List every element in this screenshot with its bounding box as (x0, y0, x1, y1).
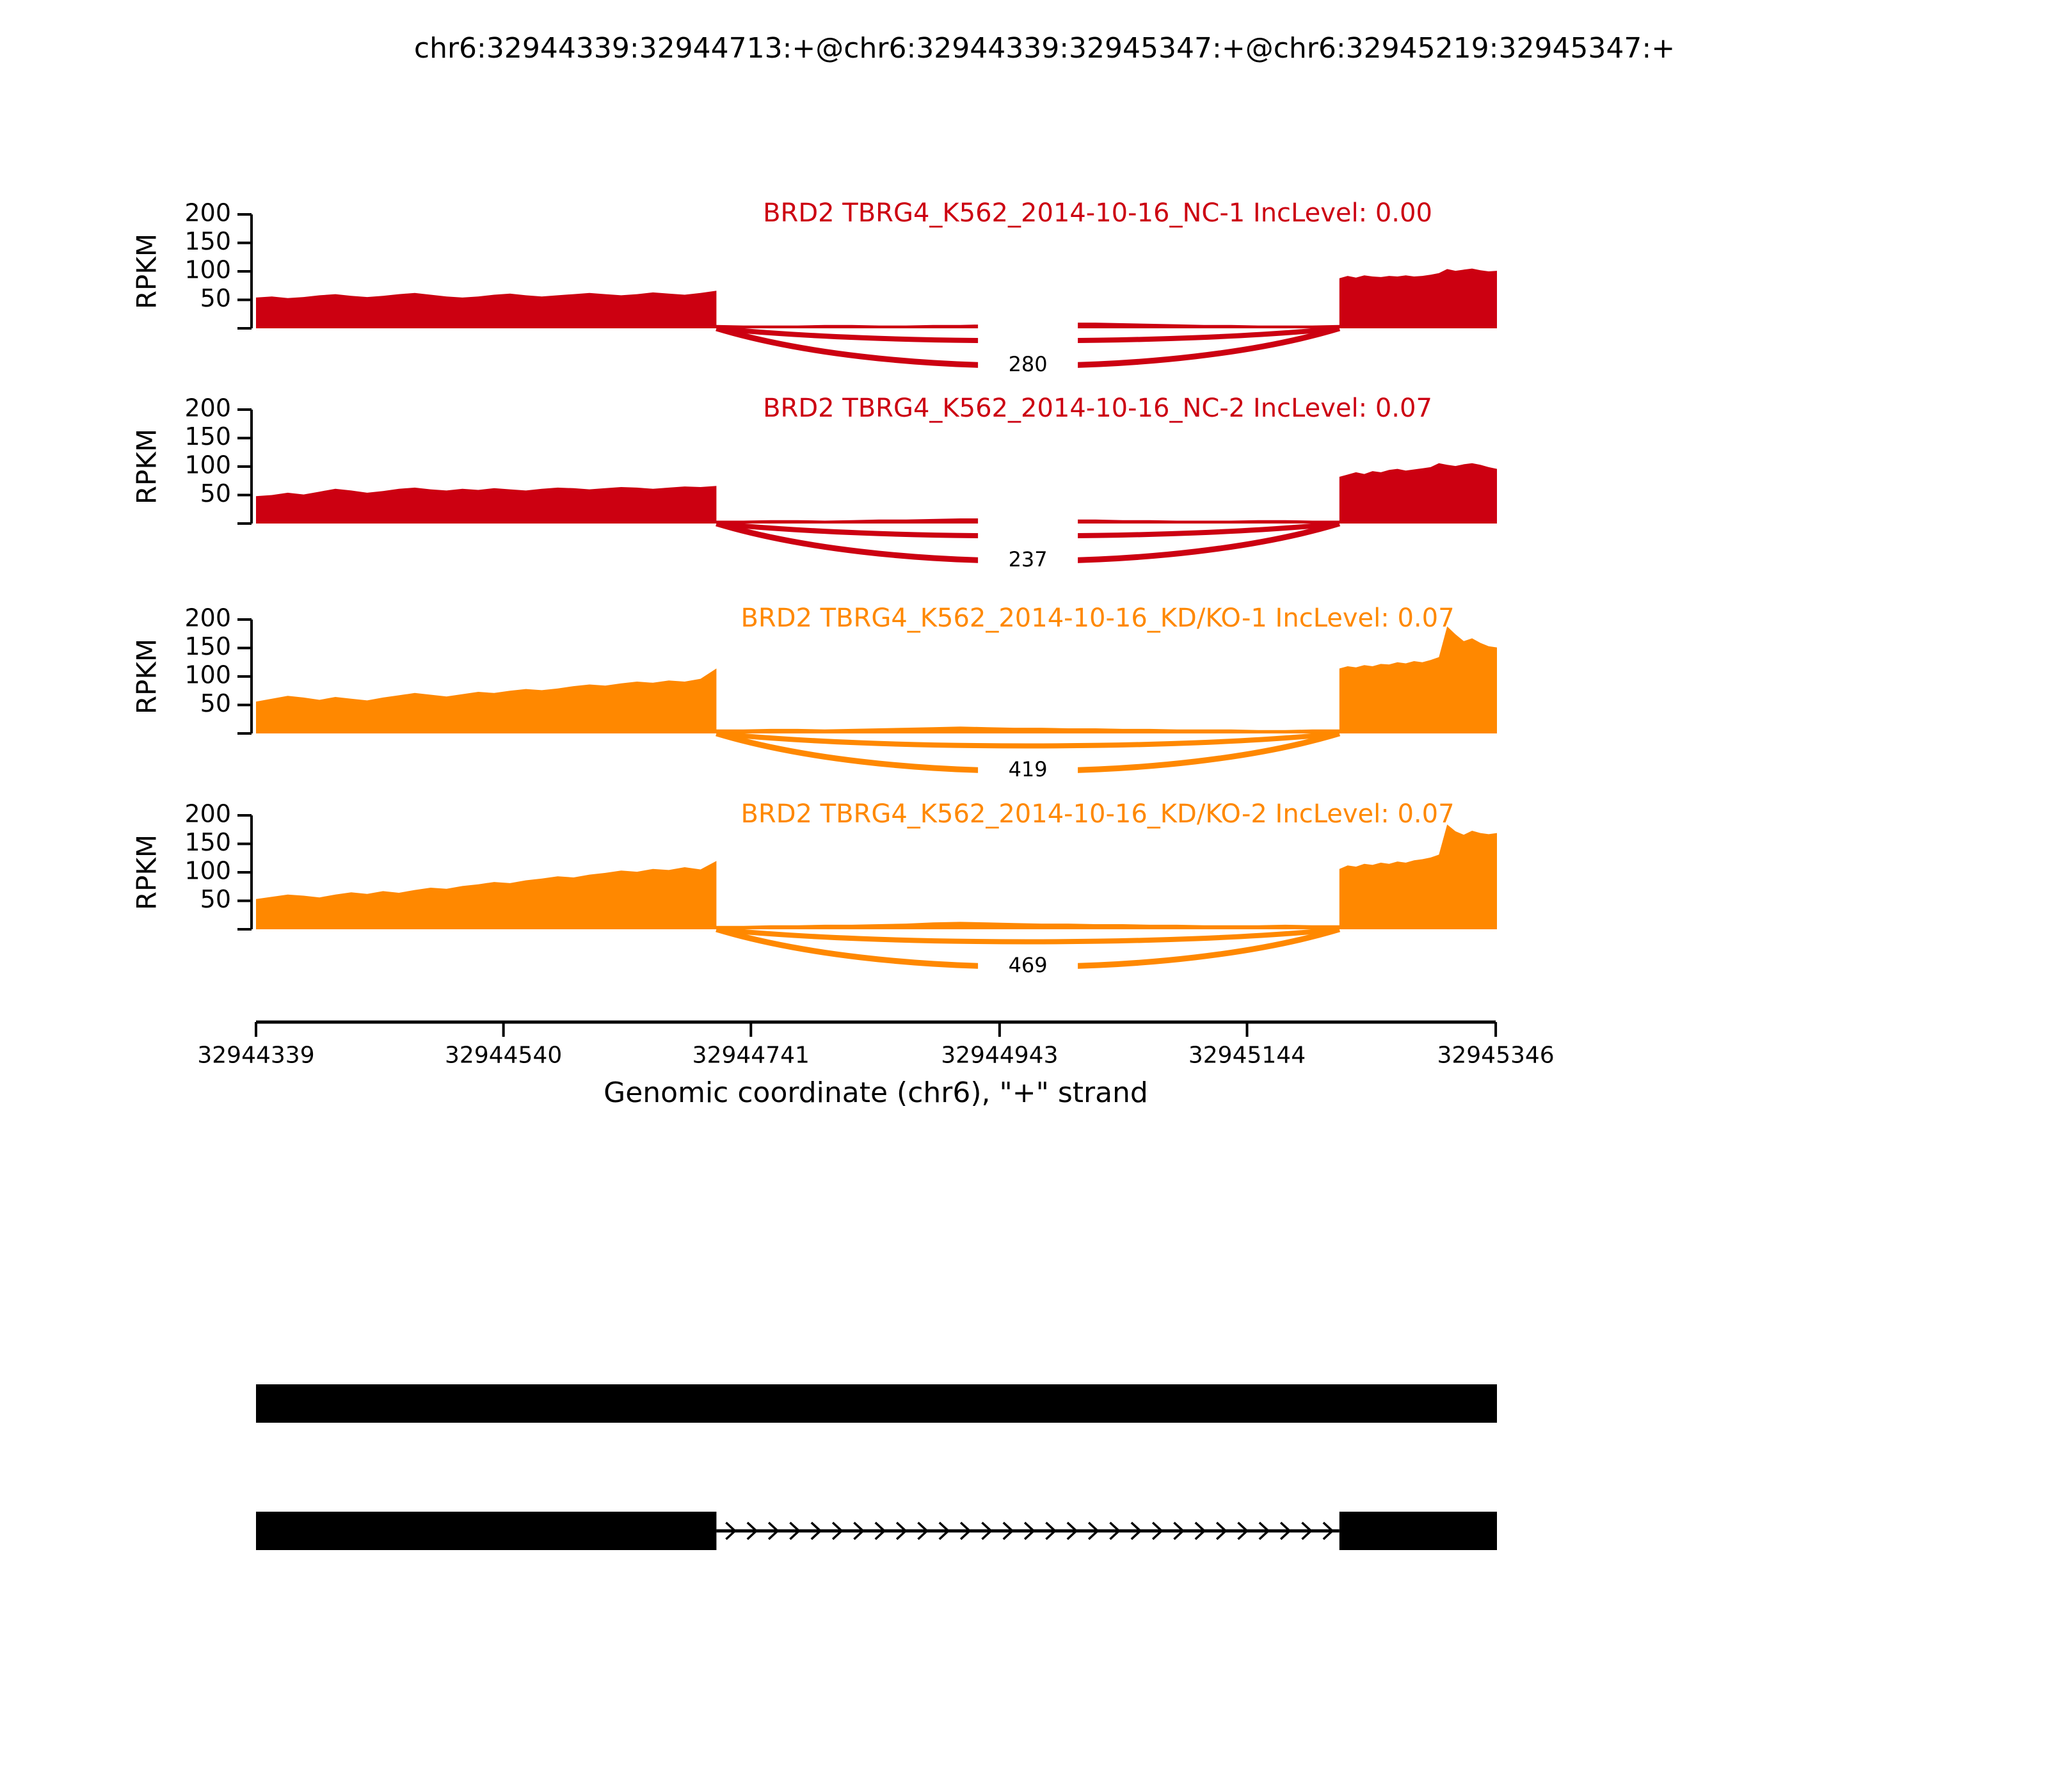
junction-arc-shallow-track-3 (716, 927, 1340, 945)
y-axis-tick-label-track-0: 150 (184, 227, 231, 255)
gene-model-long-isoform-exon-0 (256, 1384, 1497, 1423)
y-axis-tick-label-track-2: 100 (184, 661, 231, 689)
gene-model-strand-arrow (938, 1521, 950, 1540)
x-axis-tick-label-4: 32945144 (1188, 1043, 1306, 1069)
y-axis-title-track-0: RPKM (131, 234, 163, 309)
junction-count-label-track-1: 237 (1009, 547, 1048, 572)
gene-model-strand-arrow (1173, 1521, 1185, 1540)
y-axis-tick-label-track-1: 200 (184, 394, 231, 422)
x-axis-tick-label-2: 32944741 (692, 1043, 810, 1069)
gene-model-strand-arrow (959, 1521, 972, 1540)
gene-model-strand-arrow (1279, 1521, 1292, 1540)
y-axis-title-track-2: RPKM (131, 639, 163, 714)
y-axis-title-track-1: RPKM (131, 429, 163, 504)
track-label-track-1: BRD2 TBRG4_K562_2014-10-16_NC-2 IncLevel… (763, 394, 1432, 423)
y-axis-tick-label-track-1: 100 (184, 451, 231, 479)
track-label-track-3: BRD2 TBRG4_K562_2014-10-16_KD/KO-2 IncLe… (740, 799, 1454, 829)
x-axis-tick-label-3: 32944943 (941, 1043, 1058, 1069)
y-axis-tick-label-track-2: 150 (184, 632, 231, 660)
gene-model-strand-arrow (725, 1521, 737, 1540)
y-axis-tick-label-track-0: 200 (184, 199, 231, 227)
y-axis-tick-label-track-2: 200 (184, 604, 231, 632)
gene-model-strand-arrow (767, 1521, 780, 1540)
gene-model-strand-arrow (1045, 1521, 1057, 1540)
gene-model-strand-arrow (1194, 1521, 1206, 1540)
y-axis-tick-label-track-1: 150 (184, 422, 231, 451)
gene-model-strand-arrow (789, 1521, 801, 1540)
gene-model-short-isoform-exon-0 (256, 1512, 717, 1550)
x-axis-title: Genomic coordinate (chr6), "+" strand (604, 1076, 1148, 1109)
y-axis-tick-label-track-3: 200 (184, 800, 231, 828)
gene-model-short-isoform-exon-1 (1339, 1512, 1497, 1550)
x-axis-tick-label-0: 32944339 (197, 1043, 314, 1069)
junction-arc-shallow-track-2 (716, 731, 1340, 749)
junction-count-label-track-3: 469 (1009, 953, 1048, 977)
gene-model-strand-arrow (874, 1521, 886, 1540)
gene-model-strand-arrow (1130, 1521, 1142, 1540)
gene-model-strand-arrow (1322, 1521, 1334, 1540)
y-axis-tick-label-track-0: 50 (200, 284, 231, 312)
figure-title: chr6:32944339:32944713:+@chr6:32944339:3… (413, 32, 1676, 65)
y-axis-tick-label-track-1: 50 (200, 479, 231, 508)
junction-count-label-track-2: 419 (1009, 757, 1048, 781)
gene-model-strand-arrow (1066, 1521, 1078, 1540)
y-axis-tick-label-track-3: 100 (184, 857, 231, 885)
gene-model-strand-arrow (1087, 1521, 1100, 1540)
gene-model-strand-arrow (1002, 1521, 1014, 1540)
junction-count-gap-track-3 (978, 945, 1078, 982)
x-axis-tick-label-5: 32945346 (1437, 1043, 1554, 1069)
x-axis-tick-label-1: 32944540 (445, 1043, 562, 1069)
junction-count-label-track-0: 280 (1009, 352, 1048, 376)
y-axis-tick-label-track-0: 100 (184, 256, 231, 284)
coverage-area-track-1 (256, 463, 1497, 524)
y-axis-tick-label-track-3: 150 (184, 828, 231, 856)
y-axis-tick-label-track-2: 50 (200, 689, 231, 717)
gene-model-strand-arrow (1258, 1521, 1270, 1540)
gene-model-strand-arrow (1023, 1521, 1036, 1540)
track-label-track-0: BRD2 TBRG4_K562_2014-10-16_NC-1 IncLevel… (763, 198, 1432, 228)
junction-count-gap-track-2 (978, 749, 1078, 786)
gene-model-strand-arrow (981, 1521, 993, 1540)
coverage-area-track-0 (256, 268, 1497, 328)
gene-model-strand-arrow (746, 1521, 758, 1540)
gene-model-strand-arrow (1215, 1521, 1228, 1540)
coverage-area-track-3 (256, 824, 1497, 929)
junction-count-gap-track-0 (978, 319, 1078, 381)
gene-model-strand-arrow (1151, 1521, 1164, 1540)
y-axis-title-track-3: RPKM (131, 835, 163, 910)
gene-model-strand-arrow (895, 1521, 908, 1540)
junction-count-gap-track-1 (978, 515, 1078, 576)
gene-model-strand-arrow (831, 1521, 844, 1540)
gene-model-strand-arrow (1301, 1521, 1313, 1540)
gene-model-strand-arrow (1237, 1521, 1249, 1540)
track-label-track-2: BRD2 TBRG4_K562_2014-10-16_KD/KO-1 IncLe… (740, 604, 1454, 633)
coverage-area-track-2 (256, 626, 1497, 733)
y-axis-tick-label-track-3: 50 (200, 885, 231, 913)
gene-model-strand-arrow (1109, 1521, 1121, 1540)
gene-model-strand-arrow (810, 1521, 822, 1540)
gene-model-strand-arrow (853, 1521, 865, 1540)
gene-model-strand-arrow (917, 1521, 929, 1540)
